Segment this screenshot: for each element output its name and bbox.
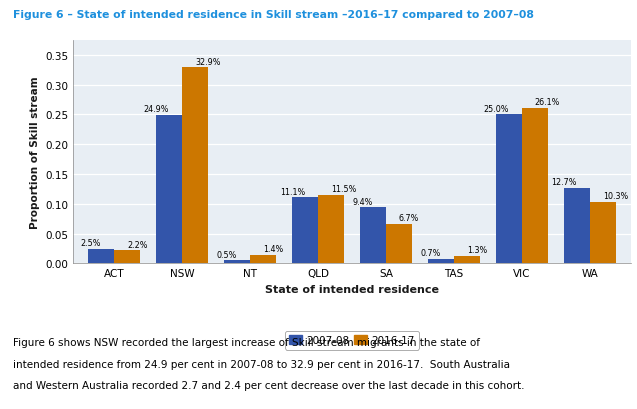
Text: 10.3%: 10.3%	[603, 192, 628, 201]
Bar	[428, 260, 454, 264]
Bar	[156, 116, 182, 264]
Text: 1.3%: 1.3%	[467, 245, 487, 254]
Bar	[88, 249, 114, 264]
Text: 25.0%: 25.0%	[483, 104, 509, 113]
Bar	[114, 251, 140, 264]
Bar	[496, 115, 522, 264]
Text: 2.5%: 2.5%	[81, 238, 101, 247]
Text: 24.9%: 24.9%	[143, 105, 169, 114]
Bar	[522, 109, 548, 264]
Text: 2.2%: 2.2%	[127, 240, 147, 249]
Bar	[250, 256, 276, 264]
X-axis label: State of intended residence: State of intended residence	[265, 284, 439, 294]
Bar	[590, 202, 616, 264]
Text: 9.4%: 9.4%	[353, 197, 373, 206]
Text: Figure 6 – State of intended residence in Skill stream –2016–17 compared to 2007: Figure 6 – State of intended residence i…	[13, 10, 534, 20]
Bar	[386, 224, 412, 264]
Bar	[224, 261, 250, 264]
Text: 11.1%: 11.1%	[280, 187, 305, 196]
Text: and Western Australia recorded 2.7 and 2.4 per cent decrease over the last decad: and Western Australia recorded 2.7 and 2…	[13, 380, 524, 390]
Text: Figure 6 shows NSW recorded the largest increase of Skill stream migrants in the: Figure 6 shows NSW recorded the largest …	[13, 337, 480, 347]
Bar	[564, 188, 590, 264]
Text: 32.9%: 32.9%	[195, 58, 220, 66]
Text: 1.4%: 1.4%	[263, 245, 283, 254]
Bar	[360, 208, 386, 264]
Bar	[182, 68, 208, 264]
Text: 6.7%: 6.7%	[399, 213, 419, 222]
Bar	[454, 256, 480, 264]
Text: 0.5%: 0.5%	[217, 250, 237, 259]
Text: 12.7%: 12.7%	[552, 178, 577, 187]
Text: 0.7%: 0.7%	[420, 249, 441, 258]
Bar	[292, 198, 318, 264]
Text: 11.5%: 11.5%	[331, 185, 356, 194]
Legend: 2007-08, 2016-17: 2007-08, 2016-17	[285, 331, 419, 350]
Text: intended residence from 24.9 per cent in 2007-08 to 32.9 per cent in 2016-17.  S: intended residence from 24.9 per cent in…	[13, 359, 510, 369]
Text: 26.1%: 26.1%	[535, 98, 560, 107]
Bar	[318, 196, 344, 264]
Y-axis label: Proportion of Skill stream: Proportion of Skill stream	[30, 76, 39, 229]
